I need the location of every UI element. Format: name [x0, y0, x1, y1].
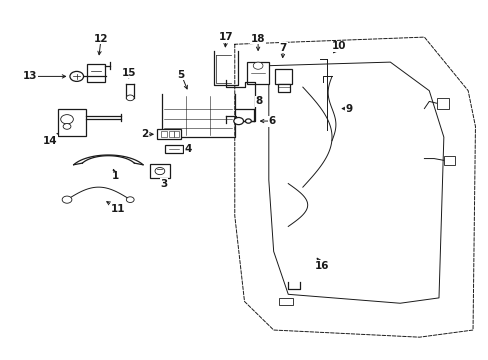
FancyBboxPatch shape [173, 131, 179, 137]
Circle shape [70, 71, 83, 81]
Bar [436, 98, 448, 109]
Text: 13: 13 [23, 71, 38, 81]
Circle shape [233, 117, 243, 125]
FancyBboxPatch shape [58, 109, 86, 136]
Text: 15: 15 [122, 68, 136, 78]
Text: 10: 10 [331, 41, 346, 51]
Text: 8: 8 [255, 96, 262, 107]
FancyBboxPatch shape [157, 129, 181, 139]
FancyBboxPatch shape [277, 84, 289, 93]
Text: 2: 2 [141, 129, 148, 139]
Text: 11: 11 [111, 203, 125, 213]
Text: 9: 9 [345, 104, 352, 113]
FancyBboxPatch shape [168, 131, 174, 137]
Text: 14: 14 [42, 136, 57, 146]
FancyBboxPatch shape [247, 62, 268, 84]
Text: 3: 3 [161, 179, 167, 189]
Circle shape [126, 197, 134, 203]
Circle shape [126, 95, 134, 101]
FancyBboxPatch shape [165, 145, 183, 153]
Text: 16: 16 [314, 261, 329, 271]
Bar [443, 156, 454, 165]
FancyBboxPatch shape [161, 131, 167, 137]
Text: 18: 18 [250, 34, 265, 44]
Circle shape [61, 114, 73, 124]
Text: 1: 1 [112, 171, 119, 181]
Circle shape [63, 123, 71, 129]
Text: 4: 4 [184, 144, 192, 154]
Bar [278, 298, 292, 305]
Circle shape [62, 196, 72, 203]
Text: 7: 7 [279, 43, 286, 53]
Circle shape [155, 167, 164, 175]
Text: 6: 6 [268, 116, 275, 126]
Circle shape [245, 119, 251, 123]
Circle shape [253, 62, 263, 69]
Text: 5: 5 [177, 69, 184, 80]
Text: 12: 12 [94, 34, 108, 44]
Text: 17: 17 [218, 32, 233, 42]
FancyBboxPatch shape [87, 64, 105, 82]
FancyBboxPatch shape [150, 164, 169, 178]
FancyBboxPatch shape [274, 69, 291, 84]
